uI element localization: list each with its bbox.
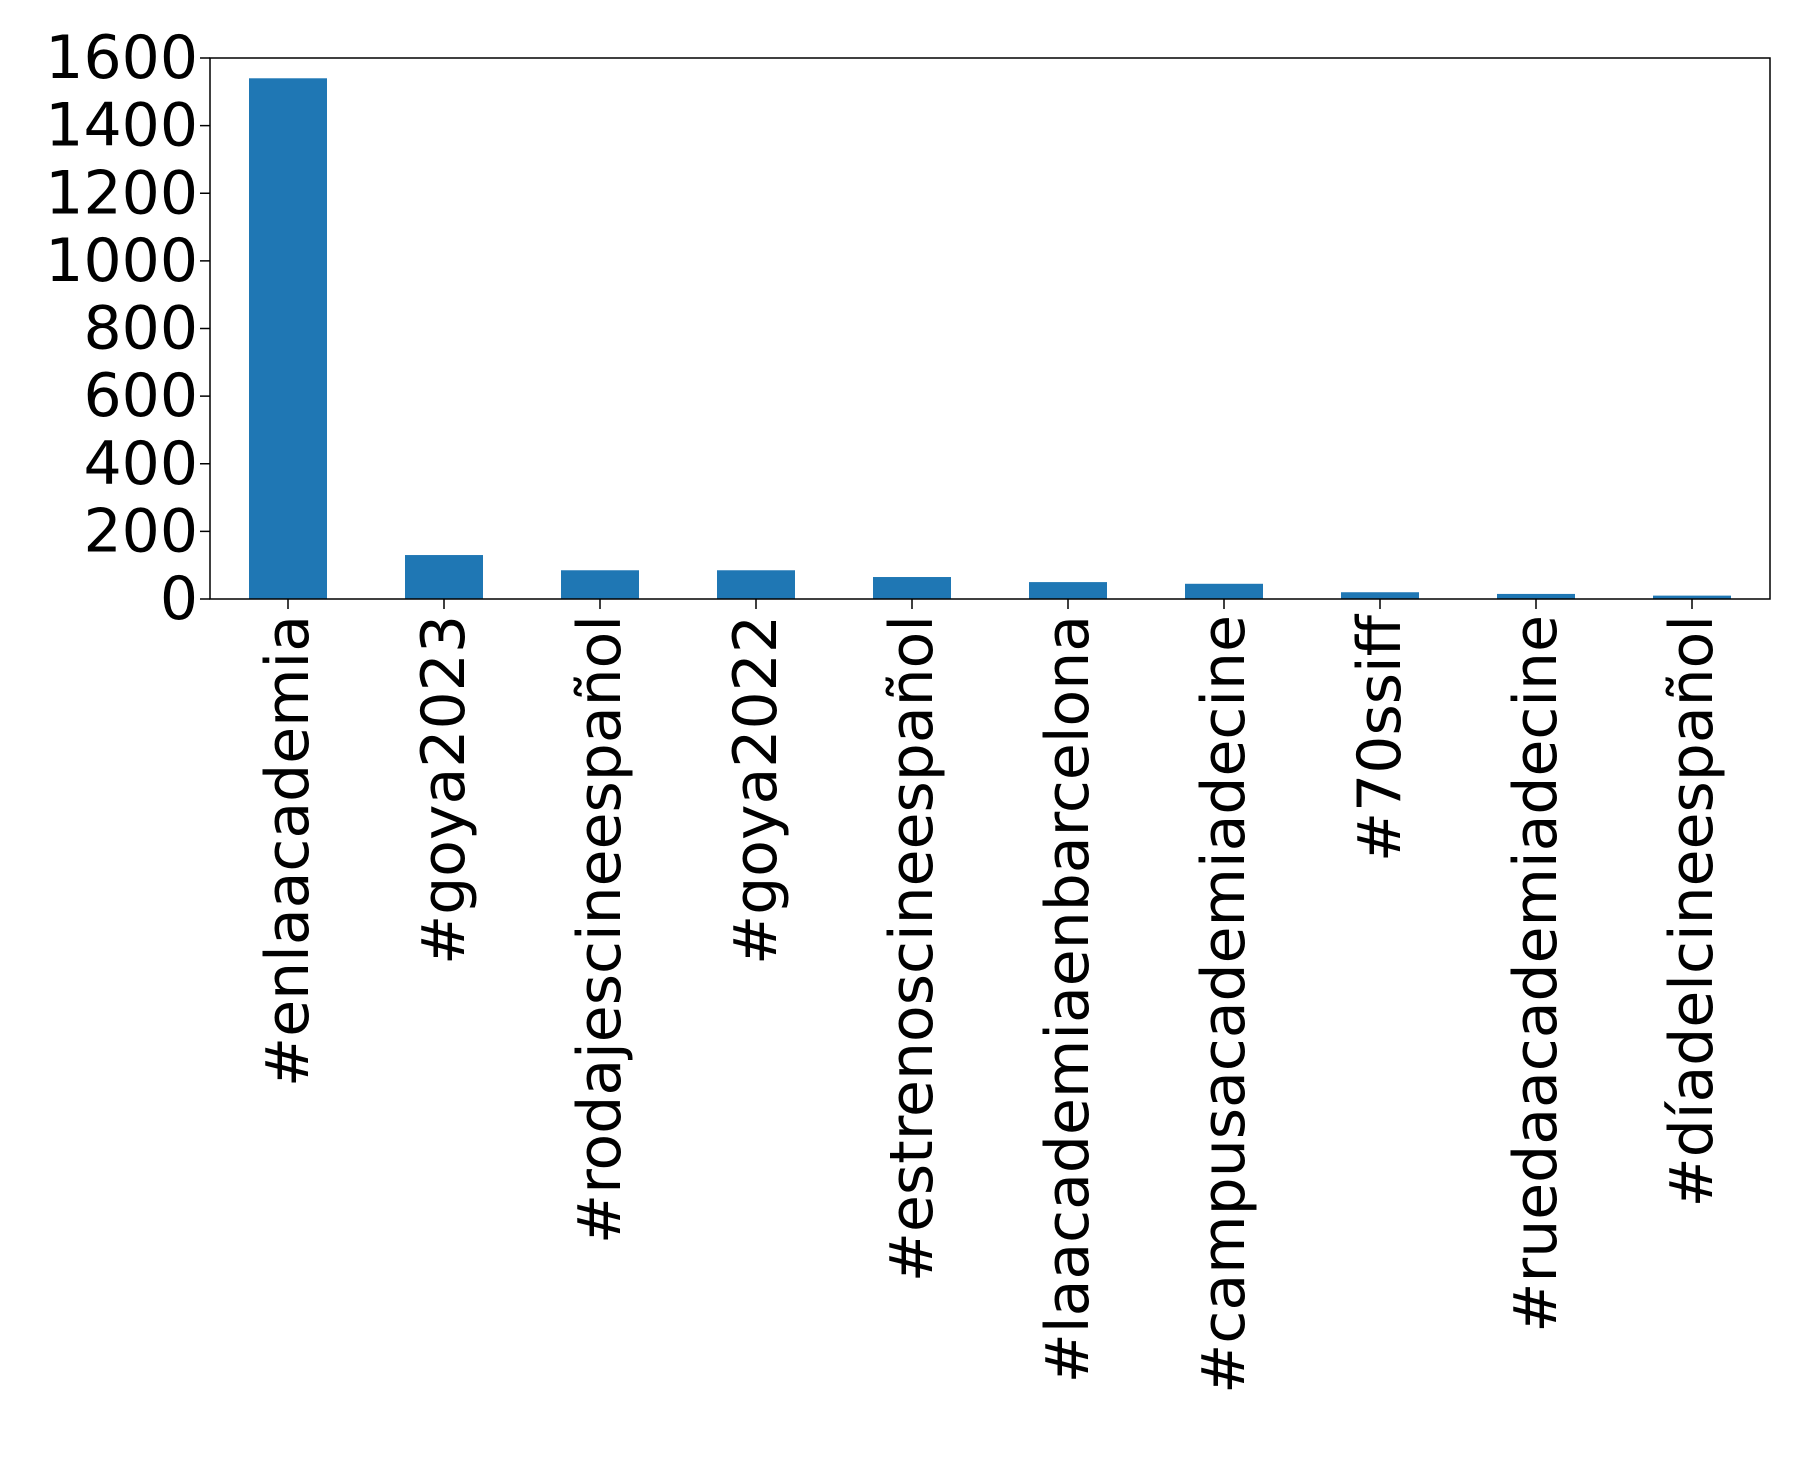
bar-6	[1185, 583, 1263, 599]
x-tick-label-2: #rodajescineespañol	[565, 615, 635, 1244]
x-tick-label-0: #enlaacademia	[253, 615, 323, 1087]
x-tick-label-4: #estrenoscineespañol	[877, 615, 947, 1282]
y-tick-label-0: 0	[160, 564, 198, 634]
y-tick-label-2: 400	[83, 429, 198, 499]
y-tick-label-4: 800	[83, 294, 198, 364]
x-tick-label-1: #goya2023	[409, 615, 479, 965]
bar-1	[405, 555, 483, 599]
bar-8	[1497, 593, 1575, 599]
y-tick-label-1: 200	[83, 496, 198, 566]
x-tick-label-7: #70ssiff	[1345, 613, 1415, 862]
bar-4	[873, 577, 951, 599]
y-tick-label-5: 1000	[45, 226, 198, 296]
x-tick-label-9: #díadelcineespañol	[1657, 615, 1727, 1208]
bars-layer	[249, 78, 1731, 600]
x-tick-label-6: #campusacademiadecine	[1189, 615, 1259, 1394]
x-axis: #enlaacademia #goya2023 #rodajescineespaño…	[253, 599, 1727, 1394]
y-tick-label-8: 1600	[45, 23, 198, 93]
x-tick-label-8: #ruedaacademiadecine	[1501, 615, 1571, 1333]
y-tick-label-3: 600	[83, 361, 198, 431]
bar-0	[249, 78, 327, 600]
y-tick-label-6: 1200	[45, 158, 198, 228]
y-tick-label-7: 1400	[45, 91, 198, 161]
bar-5	[1029, 582, 1107, 599]
bar-3	[717, 570, 795, 599]
bar-2	[561, 570, 639, 599]
bar-9	[1653, 595, 1731, 599]
x-tick-label-3: #goya2022	[721, 615, 791, 965]
x-tick-label-5: #laacademiaenbarcelona	[1033, 615, 1103, 1383]
bar-7	[1341, 592, 1419, 599]
plot-frame	[209, 57, 1771, 600]
